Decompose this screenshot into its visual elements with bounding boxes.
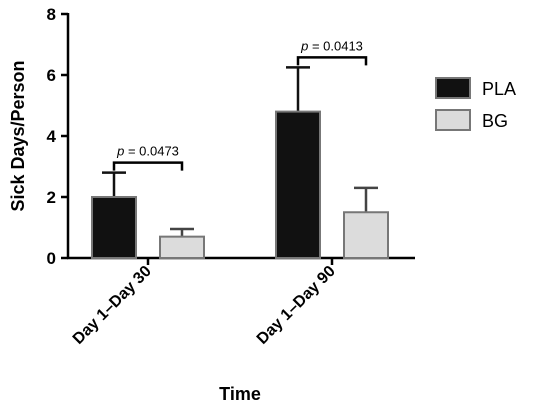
y-axis-title: Sick Days/Person: [8, 60, 28, 211]
y-axis: 0 2 4 6 8: [47, 5, 70, 268]
significance-bracket: [296, 56, 368, 66]
legend-swatch-bg: [435, 109, 471, 131]
bar-bg-1: [343, 211, 389, 259]
y-tick-label: 8: [47, 5, 56, 24]
legend-label-pla: PLA: [482, 79, 516, 99]
significance-bracket: [112, 161, 184, 171]
bar-pla-0: [91, 196, 137, 259]
x-axis: Day 1–Day 30 Day 1–Day 90: [67, 256, 415, 348]
bar-bg-0: [159, 235, 205, 259]
y-tick-label: 0: [47, 249, 56, 268]
y-tick-label: 2: [47, 188, 56, 207]
y-tick-label: 6: [47, 66, 56, 85]
bar-pla-1: [275, 110, 321, 259]
y-tick-label: 4: [47, 127, 57, 146]
bars: [91, 66, 389, 259]
p-value-label: p = 0.0473: [116, 144, 179, 159]
legend: PLA BG: [435, 77, 516, 131]
annotations: p = 0.0473 p = 0.0413: [112, 38, 368, 171]
legend-label-bg: BG: [482, 111, 508, 131]
x-tick-label: Day 1–Day 30: [70, 263, 155, 348]
x-axis-title: Time: [219, 384, 261, 404]
p-value-label: p = 0.0413: [300, 38, 363, 53]
x-tick-label: Day 1–Day 90: [254, 263, 339, 348]
legend-swatch-pla: [435, 77, 471, 99]
